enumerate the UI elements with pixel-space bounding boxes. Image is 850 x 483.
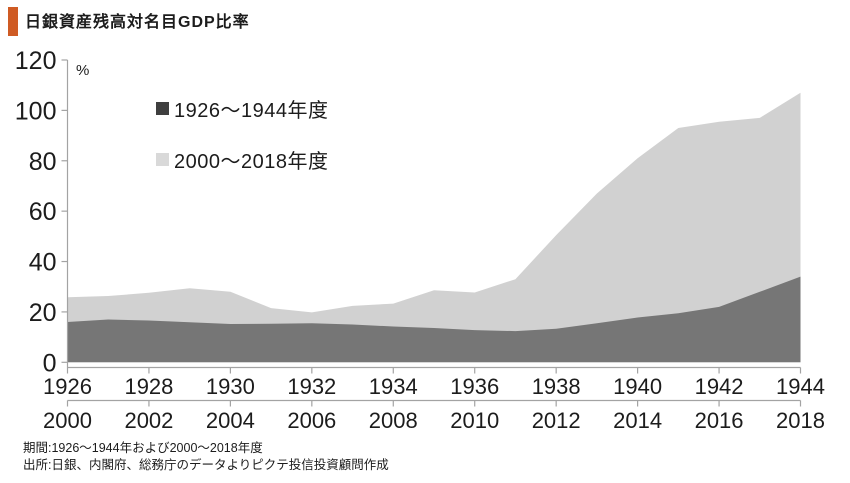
area-series-1 (67, 92, 801, 363)
y-tick-label: 20 (29, 299, 57, 327)
legend: 1926〜1944年度 2000〜2018年度 (156, 94, 328, 174)
footnote-source: 出所:日銀、内閣府、総務庁のデータよりピクテ投信投資顧問作成 (23, 458, 389, 472)
x-tick-label: 2002 (124, 408, 173, 433)
x-tick-label: 1932 (287, 374, 336, 399)
x-tick-label: 1938 (532, 374, 581, 399)
x-tick-label: 2010 (450, 408, 499, 433)
chart-title: 日銀資産残高対名目GDP比率 (25, 14, 250, 31)
legend-swatch-light-icon (156, 153, 169, 166)
y-tick-label: 40 (29, 249, 57, 277)
legend-label-2000-2018: 2000〜2018年度 (174, 151, 329, 173)
x-tick-label: 1926 (43, 374, 92, 399)
x-tick-label: 2016 (695, 408, 744, 433)
legend-item-1926-1944: 1926〜1944年度 (156, 94, 328, 123)
x-tick-label: 1940 (613, 374, 662, 399)
x-axis-row-2: 2000 2002 2004 2006 2008 2010 2012 2014 2016 2018 (43, 399, 825, 433)
x-tick-label: 1934 (369, 374, 418, 399)
legend-item-2000-2018: 2000〜2018年度 (156, 145, 328, 174)
x-tick-label: 1942 (695, 374, 744, 399)
y-tick-label: 60 (29, 198, 57, 226)
x-tick-label: 2008 (369, 408, 418, 433)
footnote-period: 期間:1926〜1944年および2000〜2018年度 (23, 441, 263, 455)
y-tick-label: 80 (29, 148, 57, 176)
y-axis-unit-label: % (76, 62, 90, 79)
x-tick-label: 1944 (776, 374, 825, 399)
legend-label-1926-1944: 1926〜1944年度 (174, 100, 329, 122)
x-tick-label: 2000 (43, 408, 92, 433)
x-tick-label: 1930 (206, 374, 255, 399)
x-tick-label: 2004 (206, 408, 255, 433)
x-axis-row-1: 1926 1928 1930 1932 1934 1936 1938 1940 1942 1944 (43, 366, 825, 399)
legend-swatch-dark-icon (156, 102, 169, 115)
y-tick-label: 120 (15, 47, 57, 75)
x-tick-label: 2012 (532, 408, 581, 433)
y-tick-label: 0 (43, 349, 57, 377)
x-tick-label: 2018 (776, 408, 825, 433)
x-tick-label: 2014 (613, 408, 662, 433)
title-accent-bar (8, 7, 18, 36)
x-tick-label: 1936 (450, 374, 499, 399)
area-series-0 (67, 276, 801, 363)
footnotes: 期間:1926〜1944年および2000〜2018年度 出所:日銀、内閣府、総務… (23, 440, 389, 474)
x-tick-label: 1928 (124, 374, 173, 399)
y-axis: 0 20 40 60 80 100 120 (15, 47, 69, 377)
x-tick-label: 2006 (287, 408, 336, 433)
y-tick-label: 100 (15, 97, 57, 125)
